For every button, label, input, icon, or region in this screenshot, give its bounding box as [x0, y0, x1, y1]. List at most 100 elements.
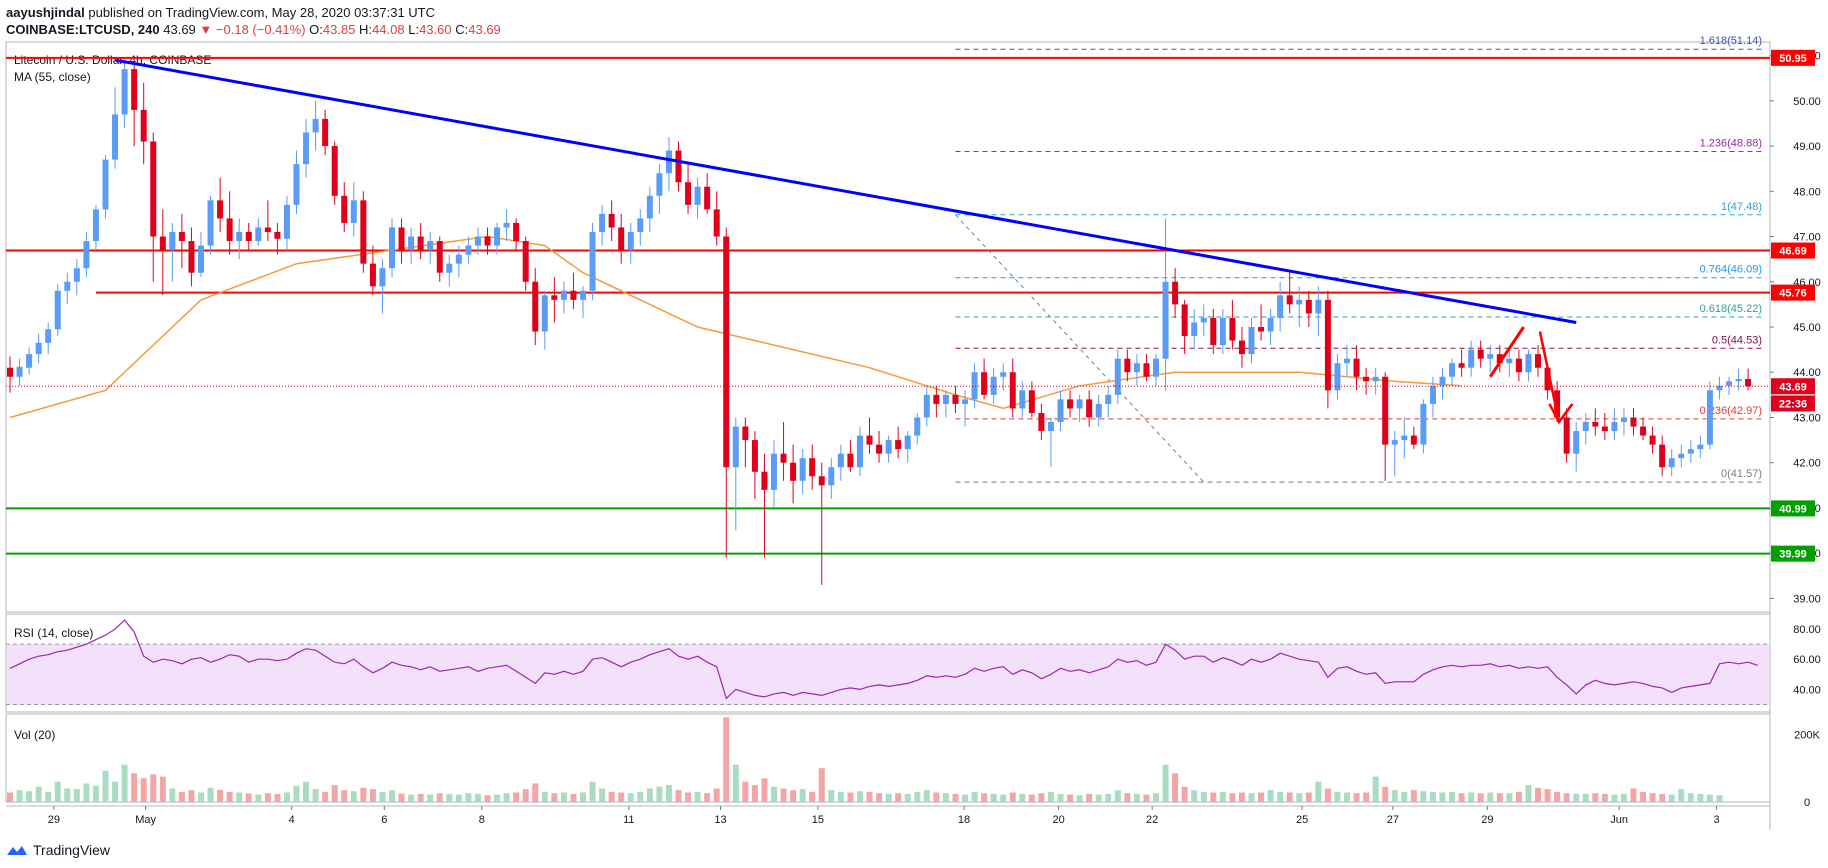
candle-body	[427, 241, 434, 251]
candle-body	[245, 232, 252, 242]
volume-bar	[914, 791, 921, 802]
time-tick-label: 29	[48, 814, 60, 826]
volume-bar	[1401, 791, 1408, 802]
candle-body	[847, 453, 854, 468]
volume-bar	[274, 793, 281, 802]
time-tick-label: 22	[1146, 814, 1158, 826]
candle-body	[1401, 435, 1408, 441]
candle-body	[159, 236, 166, 251]
volume-bar	[417, 793, 424, 802]
candle-body	[1735, 379, 1742, 382]
volume-bar	[694, 791, 701, 802]
candle-body	[503, 222, 510, 228]
candle-body	[1267, 317, 1274, 332]
last-price-tag: 43.69	[1779, 381, 1807, 393]
volume-bar	[1172, 773, 1179, 802]
candle-body	[1210, 317, 1217, 346]
volume-bar	[904, 793, 911, 802]
candle-body	[1620, 417, 1627, 422]
candle-body	[446, 263, 453, 273]
volume-bar	[1640, 791, 1647, 802]
candle-body	[608, 213, 615, 228]
volume-bar	[331, 785, 338, 802]
candle-body	[198, 245, 204, 273]
candle-body	[656, 173, 663, 196]
forecast-down-arrow	[1538, 331, 1561, 423]
volume-bar	[1210, 792, 1217, 802]
candle-body	[1687, 449, 1694, 454]
volume-bar	[1124, 793, 1131, 802]
volume-bar	[217, 789, 224, 802]
candle-body	[1449, 363, 1456, 377]
candle-body	[408, 236, 415, 251]
candle-body	[618, 227, 625, 251]
volume-bar	[1009, 792, 1016, 802]
volume-bar	[942, 793, 949, 802]
candle-body	[484, 236, 491, 246]
candle-body	[809, 458, 816, 477]
volume-bar	[627, 793, 634, 802]
candle-body	[188, 241, 195, 273]
volume-bar	[1067, 794, 1074, 802]
volume-bar	[1706, 794, 1713, 802]
volume-bar	[1153, 793, 1159, 802]
volume-bar	[1238, 792, 1245, 802]
volume-bar	[1305, 792, 1312, 802]
volume-bar	[1525, 785, 1532, 802]
candle-body	[398, 227, 405, 251]
candle-body	[522, 241, 529, 282]
volume-bar	[446, 793, 453, 802]
candle-body	[1382, 376, 1389, 445]
candle-body	[341, 195, 348, 223]
candle-body	[7, 367, 13, 377]
volume-bar	[245, 793, 252, 802]
candle-body	[933, 394, 940, 404]
candle-body	[121, 69, 128, 115]
fib-level-label: 1(47.48)	[1721, 201, 1762, 213]
candle-body	[1515, 358, 1522, 373]
volume-bar	[933, 792, 940, 802]
candle-body	[1678, 453, 1685, 459]
volume-bar	[723, 717, 730, 802]
candle-body	[217, 200, 224, 219]
author-name[interactable]: aayushjindal	[6, 5, 85, 20]
volume-bar	[350, 791, 357, 802]
volume-bar	[541, 791, 548, 802]
time-tick-label: 6	[381, 814, 387, 826]
price-tick-label: 48.00	[1793, 186, 1821, 198]
tradingview-brand[interactable]: TradingView	[6, 842, 110, 858]
forecast-up-arrow	[1489, 326, 1525, 378]
volume-bar	[150, 774, 157, 802]
volume-bar	[1601, 793, 1608, 802]
volume-bar	[809, 791, 816, 802]
candle-body	[1200, 317, 1207, 323]
volume-bar	[131, 773, 138, 802]
candle-body	[560, 290, 567, 300]
candle-body	[627, 232, 634, 251]
volume-bar	[1439, 792, 1446, 802]
candle-body	[799, 458, 806, 481]
volume-bar	[427, 794, 434, 802]
volume-bar	[799, 789, 806, 802]
candle-body	[1477, 349, 1484, 359]
candle-body	[1315, 299, 1322, 314]
candle-body	[1019, 390, 1026, 409]
candle-body	[417, 236, 424, 251]
candle-body	[1506, 358, 1513, 364]
candle-body	[1640, 426, 1647, 436]
candle-body	[1009, 372, 1016, 409]
volume-bar	[856, 791, 863, 802]
volume-bar	[1019, 793, 1026, 802]
candle-body	[780, 453, 787, 463]
volume-bar	[1296, 793, 1303, 802]
time-tick-label: 20	[1052, 814, 1064, 826]
volume-bar	[1620, 793, 1627, 802]
candle-body	[742, 426, 749, 441]
volume-bar	[283, 792, 290, 802]
level-price-tag: 50.95	[1779, 53, 1807, 65]
bearish-trendline	[114, 58, 1577, 324]
volume-bar	[1057, 793, 1064, 802]
candle-body	[570, 290, 577, 300]
candle-body	[169, 232, 176, 251]
